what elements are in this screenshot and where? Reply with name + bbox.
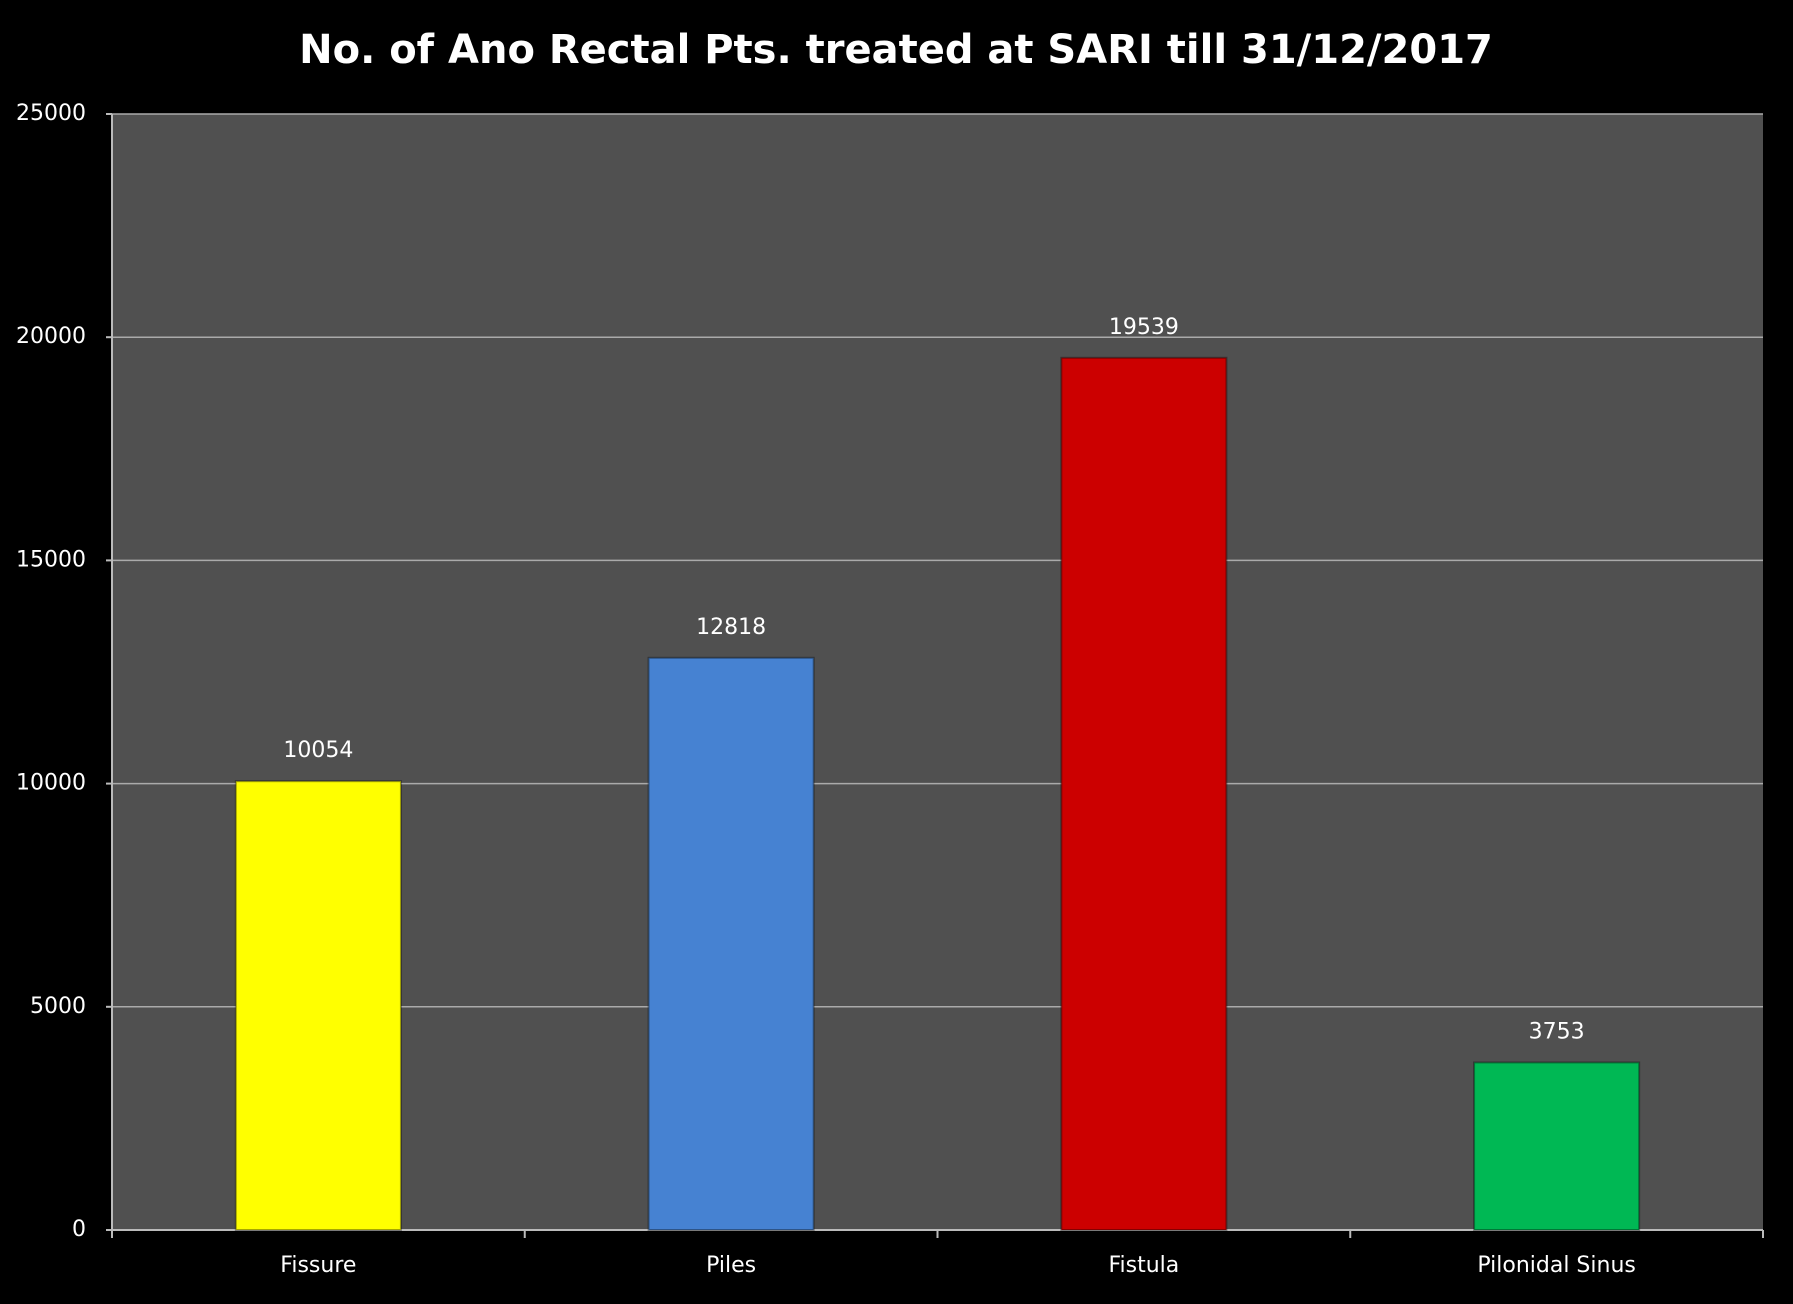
value-label: 10054 (283, 738, 353, 763)
chart-title: No. of Ano Rectal Pts. treated at SARI t… (299, 27, 1493, 73)
bar (647, 656, 815, 1231)
value-label: 12818 (696, 615, 766, 640)
value-label: 19539 (1109, 315, 1179, 340)
value-label: 3753 (1529, 1019, 1585, 1044)
x-tick-label: Piles (706, 1253, 756, 1278)
y-tick-label: 20000 (16, 324, 86, 349)
y-tick-label: 10000 (16, 771, 86, 796)
bar (1060, 356, 1228, 1231)
bar (1473, 1061, 1641, 1231)
y-tick-label: 15000 (16, 547, 86, 572)
y-tick-label: 5000 (30, 994, 86, 1019)
x-tick-label: Fistula (1108, 1253, 1179, 1278)
x-tick-label: Pilonidal Sinus (1477, 1253, 1636, 1278)
x-tick-label: Fissure (280, 1253, 356, 1278)
y-tick-label: 25000 (16, 101, 86, 126)
y-tick-label: 0 (72, 1217, 86, 1242)
bar (234, 780, 402, 1231)
